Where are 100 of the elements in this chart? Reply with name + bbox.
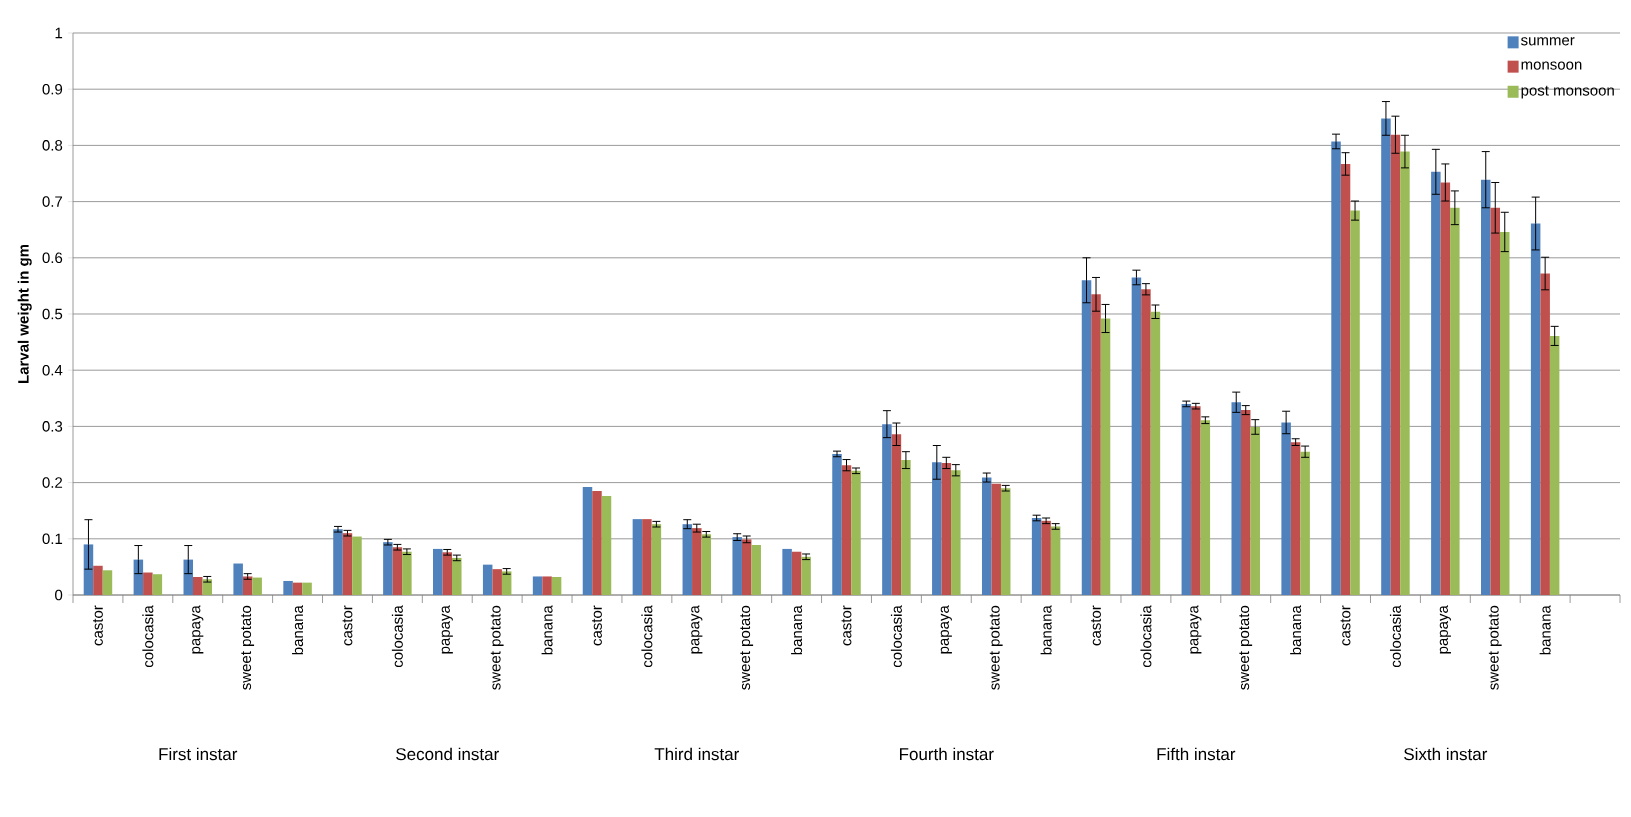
x-tick-label: banana bbox=[1040, 605, 1052, 655]
bar bbox=[492, 569, 502, 595]
bar bbox=[751, 544, 761, 595]
legend-label: summer bbox=[1521, 37, 1575, 46]
text: Fourth instar bbox=[899, 747, 994, 761]
x-tick-label: papaya bbox=[192, 605, 204, 654]
y-tick-label: 0.6 bbox=[42, 252, 63, 264]
bar bbox=[582, 487, 593, 595]
bar bbox=[632, 519, 643, 595]
bar bbox=[601, 496, 612, 595]
bar bbox=[1231, 402, 1241, 595]
bar bbox=[1031, 518, 1042, 595]
bar bbox=[851, 470, 861, 595]
y-tick-label: 0.8 bbox=[42, 140, 63, 151]
bar bbox=[1091, 294, 1101, 595]
text: Second instar bbox=[396, 747, 499, 761]
x-tick-label: papaya bbox=[691, 605, 703, 654]
bar bbox=[1050, 526, 1061, 595]
bar bbox=[592, 491, 602, 595]
text: First instar bbox=[159, 747, 238, 761]
bar bbox=[1540, 273, 1550, 595]
x-tick-label: banana bbox=[1290, 605, 1302, 655]
text: Sixth instar bbox=[1404, 747, 1488, 761]
bar bbox=[102, 570, 113, 595]
bar bbox=[741, 539, 752, 595]
bar bbox=[1200, 420, 1211, 595]
bar bbox=[642, 519, 652, 595]
bar bbox=[1081, 280, 1092, 595]
bar bbox=[1450, 207, 1460, 595]
bar bbox=[951, 470, 961, 595]
bar bbox=[891, 434, 902, 595]
bar bbox=[442, 552, 453, 595]
bar bbox=[542, 576, 552, 595]
bar bbox=[551, 577, 562, 595]
bar bbox=[1500, 231, 1510, 595]
bar bbox=[1530, 223, 1541, 595]
y-tick-label: 0.4 bbox=[42, 364, 63, 376]
bar bbox=[1381, 118, 1391, 595]
y-axis-title: Larval weight in gm bbox=[17, 244, 32, 384]
bar bbox=[233, 563, 243, 595]
bar bbox=[392, 547, 403, 595]
bar bbox=[1350, 210, 1360, 595]
bar bbox=[143, 572, 153, 595]
bar bbox=[932, 462, 942, 595]
bar bbox=[1240, 410, 1251, 595]
x-tick-label: castor bbox=[1091, 605, 1101, 646]
bar bbox=[1250, 426, 1260, 595]
bar bbox=[1300, 451, 1310, 595]
x-tick-label: castor bbox=[841, 605, 852, 646]
x-tick-label: castor bbox=[592, 605, 602, 646]
x-tick-label: banana bbox=[791, 605, 803, 655]
x-tick-label: colocasia bbox=[890, 605, 902, 668]
bar bbox=[791, 551, 802, 595]
x-tick-label: papaya bbox=[1190, 605, 1202, 654]
bar bbox=[1431, 171, 1441, 595]
bar bbox=[1041, 520, 1051, 595]
x-tick-label: banana bbox=[1539, 605, 1551, 655]
bar bbox=[701, 534, 712, 595]
x-tick-label: castor bbox=[93, 605, 103, 646]
bar bbox=[901, 460, 911, 595]
bar bbox=[801, 556, 811, 595]
x-tick-label: sweet potato bbox=[989, 605, 1003, 690]
x-tick-label: castor bbox=[1340, 605, 1351, 646]
bar bbox=[283, 580, 293, 595]
bar bbox=[841, 465, 852, 595]
y-tick-label: 0 bbox=[55, 589, 63, 601]
bar bbox=[342, 533, 353, 595]
bar bbox=[302, 582, 312, 595]
y-tick-label: 0.1 bbox=[42, 533, 63, 545]
bar bbox=[242, 576, 253, 595]
bar bbox=[83, 544, 94, 595]
bar bbox=[1390, 134, 1401, 595]
bar bbox=[782, 548, 792, 595]
text: Fifth instar bbox=[1157, 747, 1236, 761]
bar bbox=[183, 559, 194, 595]
bar bbox=[152, 574, 163, 595]
legend-label: monsoon bbox=[1521, 61, 1582, 70]
bar bbox=[452, 557, 462, 595]
bar bbox=[1331, 141, 1341, 595]
bar bbox=[832, 453, 842, 595]
y-tick-label: 0.2 bbox=[42, 477, 63, 488]
bar bbox=[93, 565, 103, 595]
legend-label: post monsoon bbox=[1521, 85, 1614, 99]
x-tick-label: sweet potato bbox=[241, 605, 255, 690]
x-tick-label: papaya bbox=[441, 605, 453, 654]
bar bbox=[1340, 163, 1351, 595]
bar bbox=[1150, 311, 1161, 595]
x-tick-label: sweet potato bbox=[490, 605, 504, 690]
bar bbox=[352, 536, 362, 595]
y-tick-label: 0.5 bbox=[42, 308, 63, 320]
bar bbox=[292, 582, 303, 595]
y-tick-label: 1 bbox=[55, 27, 63, 39]
bar bbox=[383, 542, 393, 595]
bar bbox=[532, 576, 543, 595]
bar bbox=[651, 524, 662, 595]
bar bbox=[1181, 403, 1192, 595]
bar bbox=[252, 577, 262, 595]
x-tick-label: colocasia bbox=[1140, 605, 1152, 668]
x-tick-label: castor bbox=[342, 605, 353, 646]
bar bbox=[133, 559, 144, 595]
